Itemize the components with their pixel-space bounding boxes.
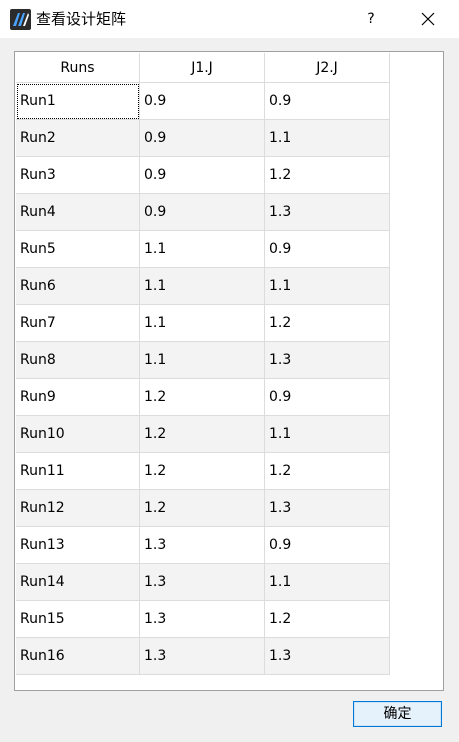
value-cell[interactable]: 1.1 xyxy=(140,305,265,342)
value-cell[interactable]: 1.1 xyxy=(265,416,390,453)
column-header[interactable]: J1.J xyxy=(140,53,265,83)
value-cell[interactable]: 0.9 xyxy=(140,194,265,231)
run-name-cell[interactable]: Run2 xyxy=(16,120,140,157)
value-cell[interactable]: 1.2 xyxy=(140,453,265,490)
run-name-cell[interactable]: Run9 xyxy=(16,379,140,416)
value-cell[interactable]: 1.1 xyxy=(140,268,265,305)
value-cell[interactable]: 1.2 xyxy=(265,453,390,490)
value-cell[interactable]: 0.9 xyxy=(265,83,390,120)
value-cell[interactable]: 0.9 xyxy=(265,379,390,416)
run-name-cell[interactable]: Run1 xyxy=(16,83,140,120)
value-cell[interactable]: 0.9 xyxy=(265,231,390,268)
value-cell[interactable]: 0.9 xyxy=(140,83,265,120)
value-cell[interactable]: 1.2 xyxy=(140,490,265,527)
column-header[interactable]: Runs xyxy=(16,53,140,83)
window-title: 查看设计矩阵 xyxy=(36,10,127,28)
run-name-cell[interactable]: Run14 xyxy=(16,564,140,601)
design-matrix-table[interactable]: Runs J1.J J2.J Run1 0.9 0.9 Run2 0.9 1.1 Run3 0.9 1… xyxy=(14,51,444,691)
run-name-cell[interactable]: Run10 xyxy=(16,416,140,453)
value-cell[interactable]: 1.3 xyxy=(265,194,390,231)
value-cell[interactable]: 1.1 xyxy=(265,120,390,157)
value-cell[interactable]: 1.1 xyxy=(140,342,265,379)
ok-button[interactable]: 确定 xyxy=(353,701,442,727)
value-cell[interactable]: 1.2 xyxy=(265,157,390,194)
value-cell[interactable]: 1.1 xyxy=(265,268,390,305)
value-cell[interactable]: 1.3 xyxy=(140,564,265,601)
run-name-cell[interactable]: Run12 xyxy=(16,490,140,527)
value-cell[interactable]: 1.2 xyxy=(265,601,390,638)
run-name-cell[interactable]: Run8 xyxy=(16,342,140,379)
table-grid: Runs J1.J J2.J Run1 0.9 0.9 Run2 0.9 1.1 Run3 0.9 1… xyxy=(16,53,390,675)
value-cell[interactable]: 1.1 xyxy=(140,231,265,268)
run-name-cell[interactable]: Run4 xyxy=(16,194,140,231)
value-cell[interactable]: 0.9 xyxy=(140,157,265,194)
run-name-cell[interactable]: Run15 xyxy=(16,601,140,638)
value-cell[interactable]: 1.3 xyxy=(265,342,390,379)
value-cell[interactable]: 1.2 xyxy=(265,305,390,342)
value-cell[interactable]: 1.3 xyxy=(140,638,265,675)
title-bar: 查看设计矩阵 ? xyxy=(0,0,459,38)
close-icon[interactable] xyxy=(412,4,444,34)
value-cell[interactable]: 1.3 xyxy=(140,527,265,564)
run-name-cell[interactable]: Run11 xyxy=(16,453,140,490)
value-cell[interactable]: 1.3 xyxy=(265,490,390,527)
value-cell[interactable]: 1.2 xyxy=(140,416,265,453)
value-cell[interactable]: 0.9 xyxy=(265,527,390,564)
value-cell[interactable]: 1.3 xyxy=(265,638,390,675)
app-logo-icon xyxy=(10,9,31,30)
run-name-cell[interactable]: Run13 xyxy=(16,527,140,564)
value-cell[interactable]: 0.9 xyxy=(140,120,265,157)
run-name-cell[interactable]: Run3 xyxy=(16,157,140,194)
column-header[interactable]: J2.J xyxy=(265,53,390,83)
value-cell[interactable]: 1.3 xyxy=(140,601,265,638)
help-button[interactable]: ? xyxy=(367,11,375,27)
run-name-cell[interactable]: Run6 xyxy=(16,268,140,305)
value-cell[interactable]: 1.2 xyxy=(140,379,265,416)
value-cell[interactable]: 1.1 xyxy=(265,564,390,601)
run-name-cell[interactable]: Run16 xyxy=(16,638,140,675)
run-name-cell[interactable]: Run5 xyxy=(16,231,140,268)
run-name-cell[interactable]: Run7 xyxy=(16,305,140,342)
